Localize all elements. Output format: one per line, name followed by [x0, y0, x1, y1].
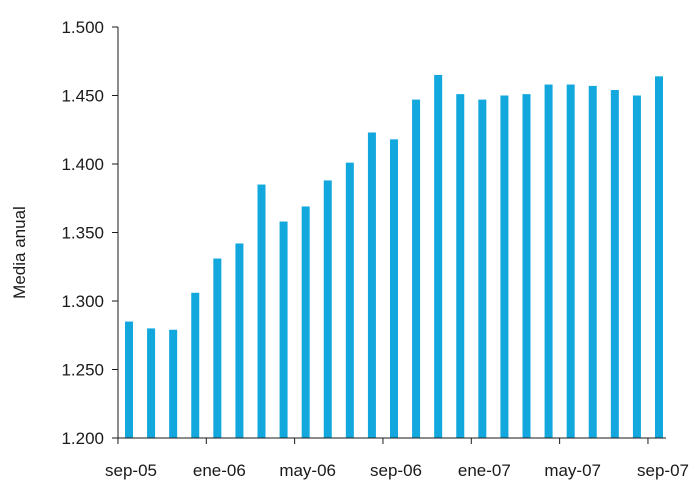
x-tick-label: sep-06	[370, 461, 422, 480]
bar-oct-06	[412, 99, 421, 439]
bar-nov-06	[434, 74, 443, 438]
bar-jul-07	[610, 90, 619, 439]
bar-sep-05	[125, 321, 133, 438]
bar-nov-05	[169, 329, 178, 438]
bar-jul-06	[345, 162, 354, 438]
x-tick-label: ene-06	[193, 461, 246, 480]
y-tick-label: 1.200	[61, 429, 104, 448]
bar-may-07	[566, 84, 575, 438]
bar-abr-06	[279, 221, 288, 438]
bar-dic-06	[456, 94, 465, 438]
x-ticks-group: sep-05 ene-06 may-06 sep-06 ene-07 may-07 sep-…	[105, 438, 689, 480]
y-ticks-group: 1.200 1.250 1.300 1.350 1.400 1.450 1.500	[61, 18, 118, 448]
bar-may-06	[301, 206, 310, 438]
y-axis-title: Media anual	[10, 206, 29, 299]
bar-jun-06	[323, 180, 332, 438]
x-tick-label: may-06	[279, 461, 336, 480]
bar-abr-07	[544, 84, 553, 438]
bar-ago-06	[367, 132, 376, 439]
bar-feb-07	[500, 95, 509, 438]
y-tick-label: 1.300	[61, 292, 104, 311]
bar-oct-05	[147, 328, 156, 438]
x-tick-label: sep-07	[637, 461, 689, 480]
bar-sep-07	[655, 76, 663, 438]
x-tick-label: sep-05	[105, 461, 157, 480]
bar-jun-07	[588, 85, 597, 438]
x-tick-label: ene-07	[458, 461, 511, 480]
bar-mar-06	[257, 184, 266, 438]
y-tick-label: 1.400	[61, 155, 104, 174]
y-tick-label: 1.450	[61, 87, 104, 106]
y-tick-label: 1.250	[61, 361, 104, 380]
bar-mar-07	[522, 94, 531, 438]
bar-sep-06	[390, 139, 398, 438]
bar-ene-07	[478, 99, 487, 439]
bar-dic-05	[191, 292, 200, 438]
bar-ago-07	[632, 95, 641, 438]
bar-ene-06	[213, 258, 222, 438]
y-tick-label: 1.500	[61, 18, 104, 37]
x-tick-label: may-07	[544, 461, 601, 480]
y-tick-label: 1.350	[61, 224, 104, 243]
bar-feb-06	[235, 243, 244, 438]
bars-group	[125, 74, 663, 439]
